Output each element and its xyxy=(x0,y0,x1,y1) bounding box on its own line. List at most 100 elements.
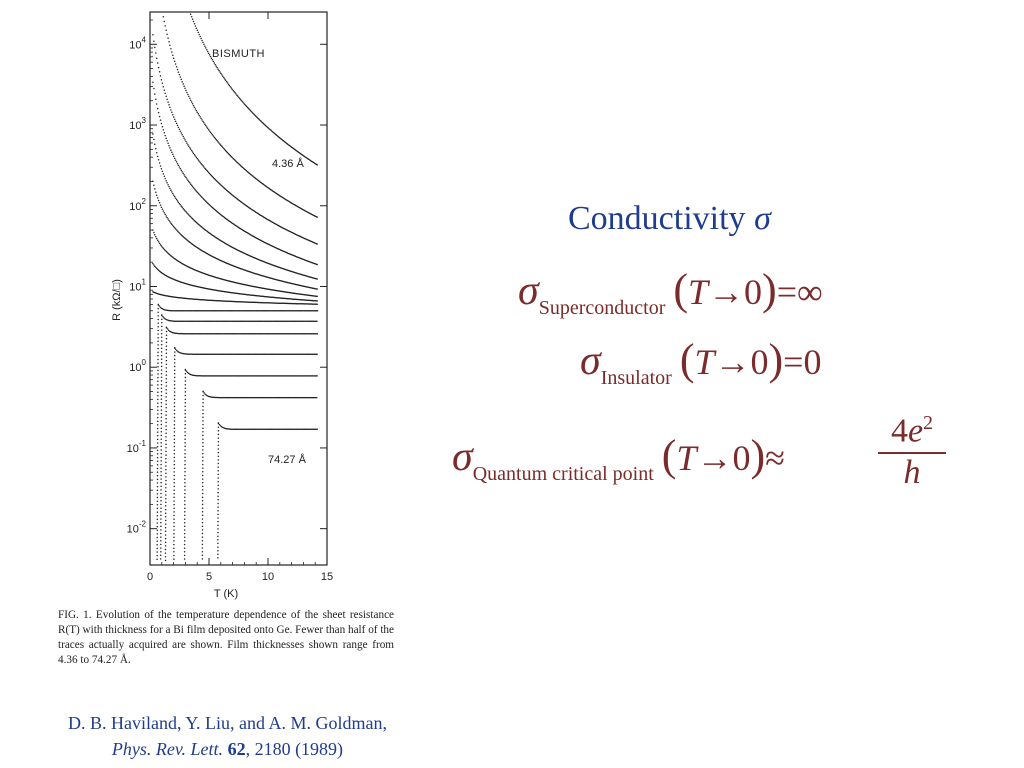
data-point xyxy=(311,320,314,323)
data-point xyxy=(219,425,222,427)
data-point xyxy=(167,329,170,331)
data-point xyxy=(217,531,219,534)
data-point xyxy=(160,431,163,433)
data-point xyxy=(218,332,221,335)
data-point xyxy=(181,235,183,237)
data-point xyxy=(162,86,165,88)
data-point xyxy=(183,547,186,549)
data-point xyxy=(193,22,196,25)
data-point xyxy=(300,332,303,335)
data-point xyxy=(206,353,209,355)
data-point xyxy=(165,487,167,489)
series-11 xyxy=(164,326,319,562)
data-point xyxy=(268,428,271,431)
data-point xyxy=(228,153,231,156)
data-point xyxy=(314,310,317,312)
data-point xyxy=(200,320,202,323)
data-point xyxy=(232,332,235,335)
data-point xyxy=(200,375,203,377)
data-point xyxy=(237,162,239,164)
data-point xyxy=(184,474,186,477)
data-point xyxy=(248,172,250,174)
data-point xyxy=(174,332,176,334)
data-point xyxy=(231,375,233,377)
data-point xyxy=(160,514,162,517)
data-point xyxy=(183,532,186,535)
data-point xyxy=(205,168,207,171)
data-point xyxy=(156,540,158,542)
data-point xyxy=(238,396,240,399)
data-point xyxy=(271,332,274,335)
data-point xyxy=(215,396,217,399)
data-point xyxy=(156,536,158,539)
data-point xyxy=(165,407,167,409)
data-point xyxy=(173,431,176,433)
data-point xyxy=(198,332,201,335)
data-point xyxy=(172,309,174,312)
data-point xyxy=(184,463,186,466)
data-point xyxy=(170,109,172,111)
data-point xyxy=(216,139,218,142)
data-point xyxy=(176,332,178,335)
data-point xyxy=(183,137,185,139)
data-point xyxy=(203,375,206,377)
data-point xyxy=(165,490,167,493)
data-point xyxy=(304,375,307,377)
data-point xyxy=(180,205,183,207)
data-point xyxy=(269,332,272,335)
data-point xyxy=(231,156,233,159)
data-point xyxy=(157,373,159,375)
data-point xyxy=(234,375,237,377)
equation-subscript: Insulator xyxy=(600,367,672,389)
data-point xyxy=(160,460,162,462)
data-point xyxy=(173,525,175,528)
data-point xyxy=(202,320,204,323)
data-point xyxy=(307,310,309,312)
data-point xyxy=(159,165,162,167)
data-point xyxy=(258,310,260,312)
data-point xyxy=(202,438,204,440)
data-point xyxy=(184,427,186,429)
data-point xyxy=(177,332,179,335)
data-point xyxy=(235,320,237,323)
data-point xyxy=(177,201,180,204)
data-point xyxy=(298,396,301,399)
data-point xyxy=(161,308,164,310)
data-point xyxy=(167,142,169,145)
data-point xyxy=(202,441,204,444)
data-point xyxy=(258,353,261,355)
data-point xyxy=(197,353,199,355)
data-point xyxy=(186,212,188,214)
data-point xyxy=(169,147,171,149)
data-point xyxy=(243,375,245,377)
equation-quantum-critical-point: σQuantum critical point (T→0)≈ xyxy=(452,430,785,486)
data-point xyxy=(210,174,213,177)
data-point xyxy=(165,179,167,182)
data-point xyxy=(255,320,258,323)
data-point xyxy=(196,332,199,335)
data-point xyxy=(218,182,220,184)
data-point xyxy=(278,136,281,139)
data-point xyxy=(229,428,231,430)
data-point xyxy=(157,398,159,401)
data-point xyxy=(210,332,212,335)
data-point xyxy=(247,310,250,312)
data-point xyxy=(271,320,273,323)
data-point xyxy=(291,332,293,335)
data-point xyxy=(160,380,163,382)
data-point xyxy=(233,195,235,198)
series-13 xyxy=(183,368,318,560)
data-point xyxy=(188,95,190,98)
data-point xyxy=(270,375,273,377)
data-point xyxy=(236,353,239,355)
data-point xyxy=(248,428,250,431)
data-point xyxy=(229,154,232,157)
data-point xyxy=(302,320,304,323)
data-point xyxy=(245,375,247,377)
data-point xyxy=(160,481,162,484)
data-point xyxy=(309,375,312,377)
data-point xyxy=(183,551,186,553)
data-point xyxy=(195,109,198,112)
data-point xyxy=(239,375,242,377)
data-point xyxy=(173,522,175,524)
